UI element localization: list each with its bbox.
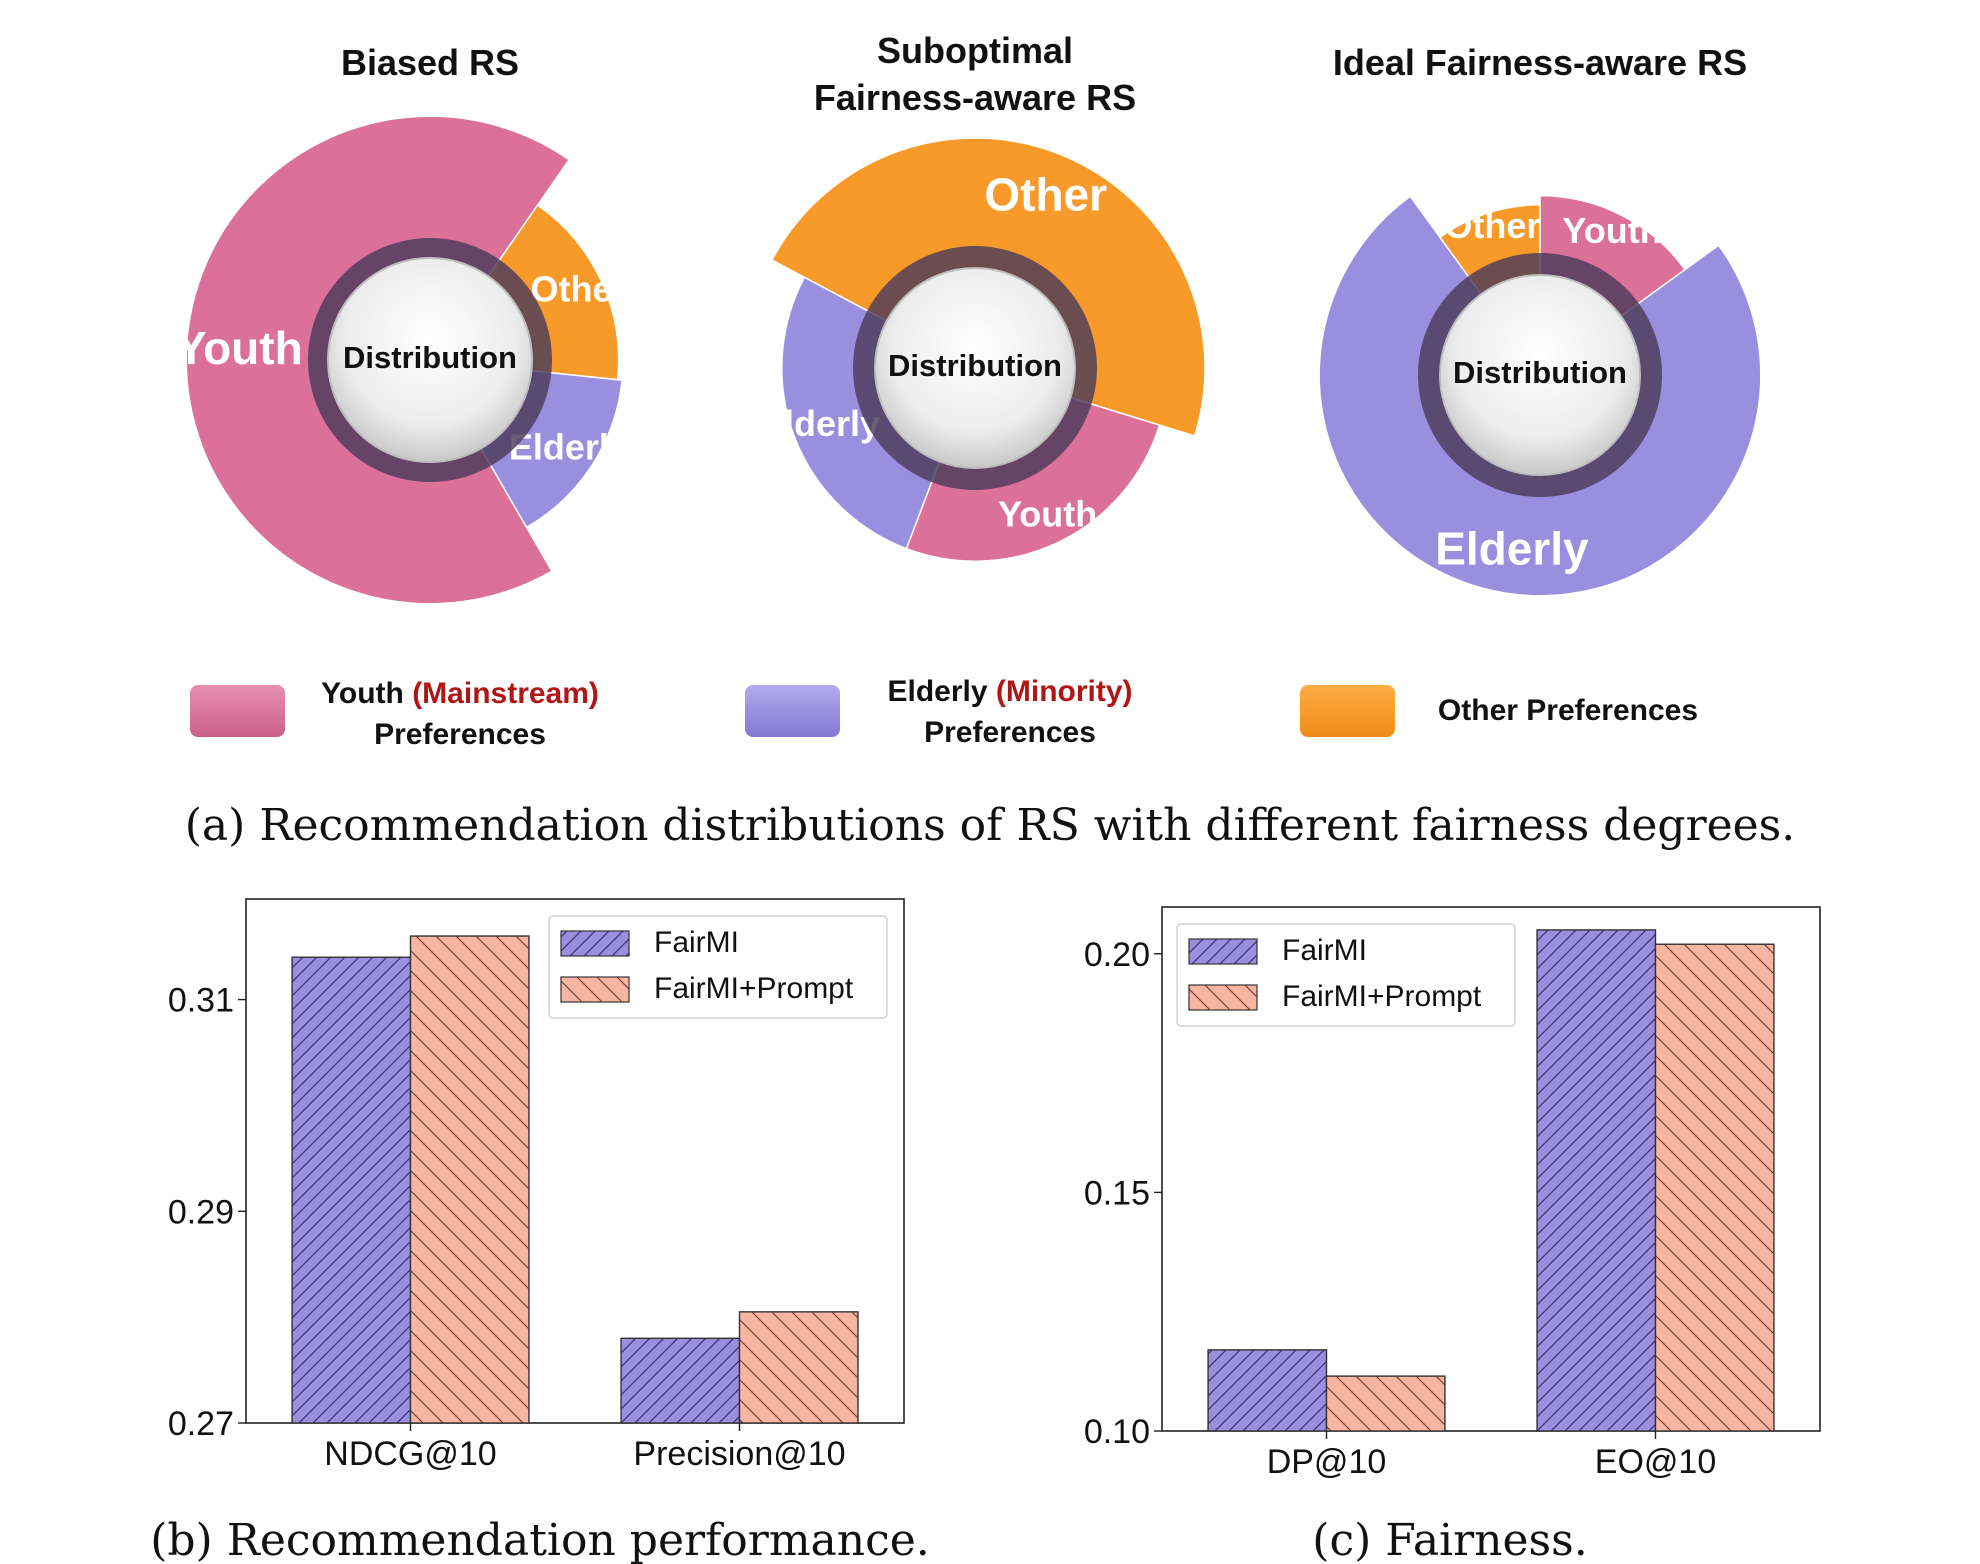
donut-label-other: Other <box>530 269 626 310</box>
y-tick-label: 0.15 <box>1084 1174 1150 1212</box>
y-tick-label: 0.20 <box>1084 936 1150 974</box>
caption-b-tag: (b) <box>150 1515 213 1564</box>
legend-label-elderly: Elderly (Minority) <box>887 675 1132 708</box>
caption-c-tag: (c) <box>1312 1515 1371 1564</box>
donut-label-elderly: Elderly <box>509 427 629 468</box>
legend-swatch-elderly <box>745 685 840 737</box>
caption-a: (a) Recommendation distributions of RS w… <box>185 800 1796 851</box>
legend-elderly-highlight: (Minority) <box>996 675 1133 708</box>
legend-swatch-fairmi <box>560 930 630 957</box>
donut-segments: Youth Elderly Other Distribution <box>1318 194 1762 597</box>
y-tick-label: 0.10 <box>1084 1413 1150 1451</box>
legend-youth-bold: Youth <box>321 677 404 710</box>
donut-hub <box>874 267 1076 469</box>
caption-b: (b) Recommendation performance. <box>150 1515 930 1564</box>
legend-elderly-line2: Preferences <box>924 716 1096 749</box>
donut-label-elderly: Elderly <box>1435 522 1589 574</box>
bar-fairmi-0 <box>291 956 412 1424</box>
donut-label-youth: Youth <box>176 322 303 374</box>
bar-fairmi-0 <box>1207 1349 1328 1432</box>
bar-chart-performance: NDCG@10 Precision@10 0.27 0.29 0.31 FairMI F… <box>150 898 930 1564</box>
donut-label-other: Other <box>984 168 1107 220</box>
donut-title: Suboptimal <box>877 30 1073 71</box>
legend-swatch-fairmi <box>1188 938 1258 965</box>
y-tick-label: 0.29 <box>168 1193 234 1231</box>
x-tick-label: Precision@10 <box>633 1435 845 1473</box>
plot-frame <box>1161 906 1821 1432</box>
caption-b-text: Recommendation performance. <box>227 1515 930 1564</box>
legend-swatch-fairmi-prompt <box>1188 984 1258 1011</box>
donut-label-youth: Youth <box>998 493 1097 534</box>
caption-a-tag: (a) <box>185 800 246 851</box>
legend-label-fairmi: FairMI <box>1282 934 1367 967</box>
donut-title: Ideal Fairness-aware RS <box>1333 42 1747 83</box>
plot-frame <box>245 898 905 1424</box>
donut-center-label: Distribution <box>888 348 1062 383</box>
donut-hub <box>1439 274 1641 476</box>
chart-legend: FairMI FairMI+Prompt <box>1176 923 1516 1027</box>
donut-label-other: Other <box>1444 205 1540 246</box>
donut-panel-ideal: Youth Elderly Other Distribution Ideal Fair… <box>1318 42 1762 597</box>
distribution-legend: Youth (Mainstream) Preferences Elderly (… <box>190 675 1698 751</box>
donut-center-label: Distribution <box>343 340 517 375</box>
x-tick-label: NDCG@10 <box>324 1435 496 1473</box>
donut-title-line2: Fairness-aware RS <box>814 77 1136 118</box>
legend-label-fairmi-prompt: FairMI+Prompt <box>654 972 854 1005</box>
chart-legend: FairMI FairMI+Prompt <box>548 915 888 1019</box>
caption-a-text: Recommendation distributions of RS with … <box>259 800 1795 851</box>
legend-swatch-other <box>1300 685 1395 737</box>
x-tick-label: EO@10 <box>1595 1443 1716 1481</box>
bar-fairmi-1 <box>620 1337 741 1424</box>
y-tick-label: 0.31 <box>168 982 234 1020</box>
donut-label-elderly: Elderly <box>760 403 880 444</box>
donut-hub <box>327 257 533 463</box>
legend-box <box>1176 923 1516 1027</box>
legend-swatch-youth <box>190 685 285 737</box>
bar-fairmi-prompt-1 <box>738 1311 859 1424</box>
caption-c-text: Fairness. <box>1385 1515 1587 1564</box>
legend-label-other: Other Preferences <box>1438 694 1698 727</box>
y-tick-label: 0.27 <box>168 1405 234 1443</box>
bar-fairmi-prompt-0 <box>409 935 530 1424</box>
donut-center-label: Distribution <box>1453 355 1627 390</box>
donut-label-youth: Youth <box>1562 210 1661 251</box>
bar-chart-fairness: DP@10 EO@10 0.10 0.15 0.20 FairMI FairMI+Pro… <box>1084 906 1821 1564</box>
legend-swatch-fairmi-prompt <box>560 976 630 1003</box>
bar-fairmi-1 <box>1536 929 1657 1432</box>
donut-segments: Youth Other Elderly Distribution <box>176 115 629 605</box>
x-tick-label: DP@10 <box>1267 1443 1387 1481</box>
legend-youth-highlight: (Mainstream) <box>412 677 599 710</box>
legend-label-fairmi: FairMI <box>654 926 739 959</box>
legend-label-youth: Youth (Mainstream) <box>321 677 599 710</box>
bar-fairmi-prompt-1 <box>1654 943 1775 1432</box>
legend-youth-line2: Preferences <box>374 718 546 751</box>
donut-panel-biased: Youth Other Elderly Distribution Biased RS <box>176 42 629 605</box>
donut-title: Biased RS <box>341 42 519 83</box>
legend-label-fairmi-prompt: FairMI+Prompt <box>1282 980 1482 1013</box>
bar-fairmi-prompt-0 <box>1325 1375 1446 1432</box>
legend-elderly-bold: Elderly <box>887 675 987 708</box>
legend-box <box>548 915 888 1019</box>
caption-c: (c) Fairness. <box>1312 1515 1587 1564</box>
